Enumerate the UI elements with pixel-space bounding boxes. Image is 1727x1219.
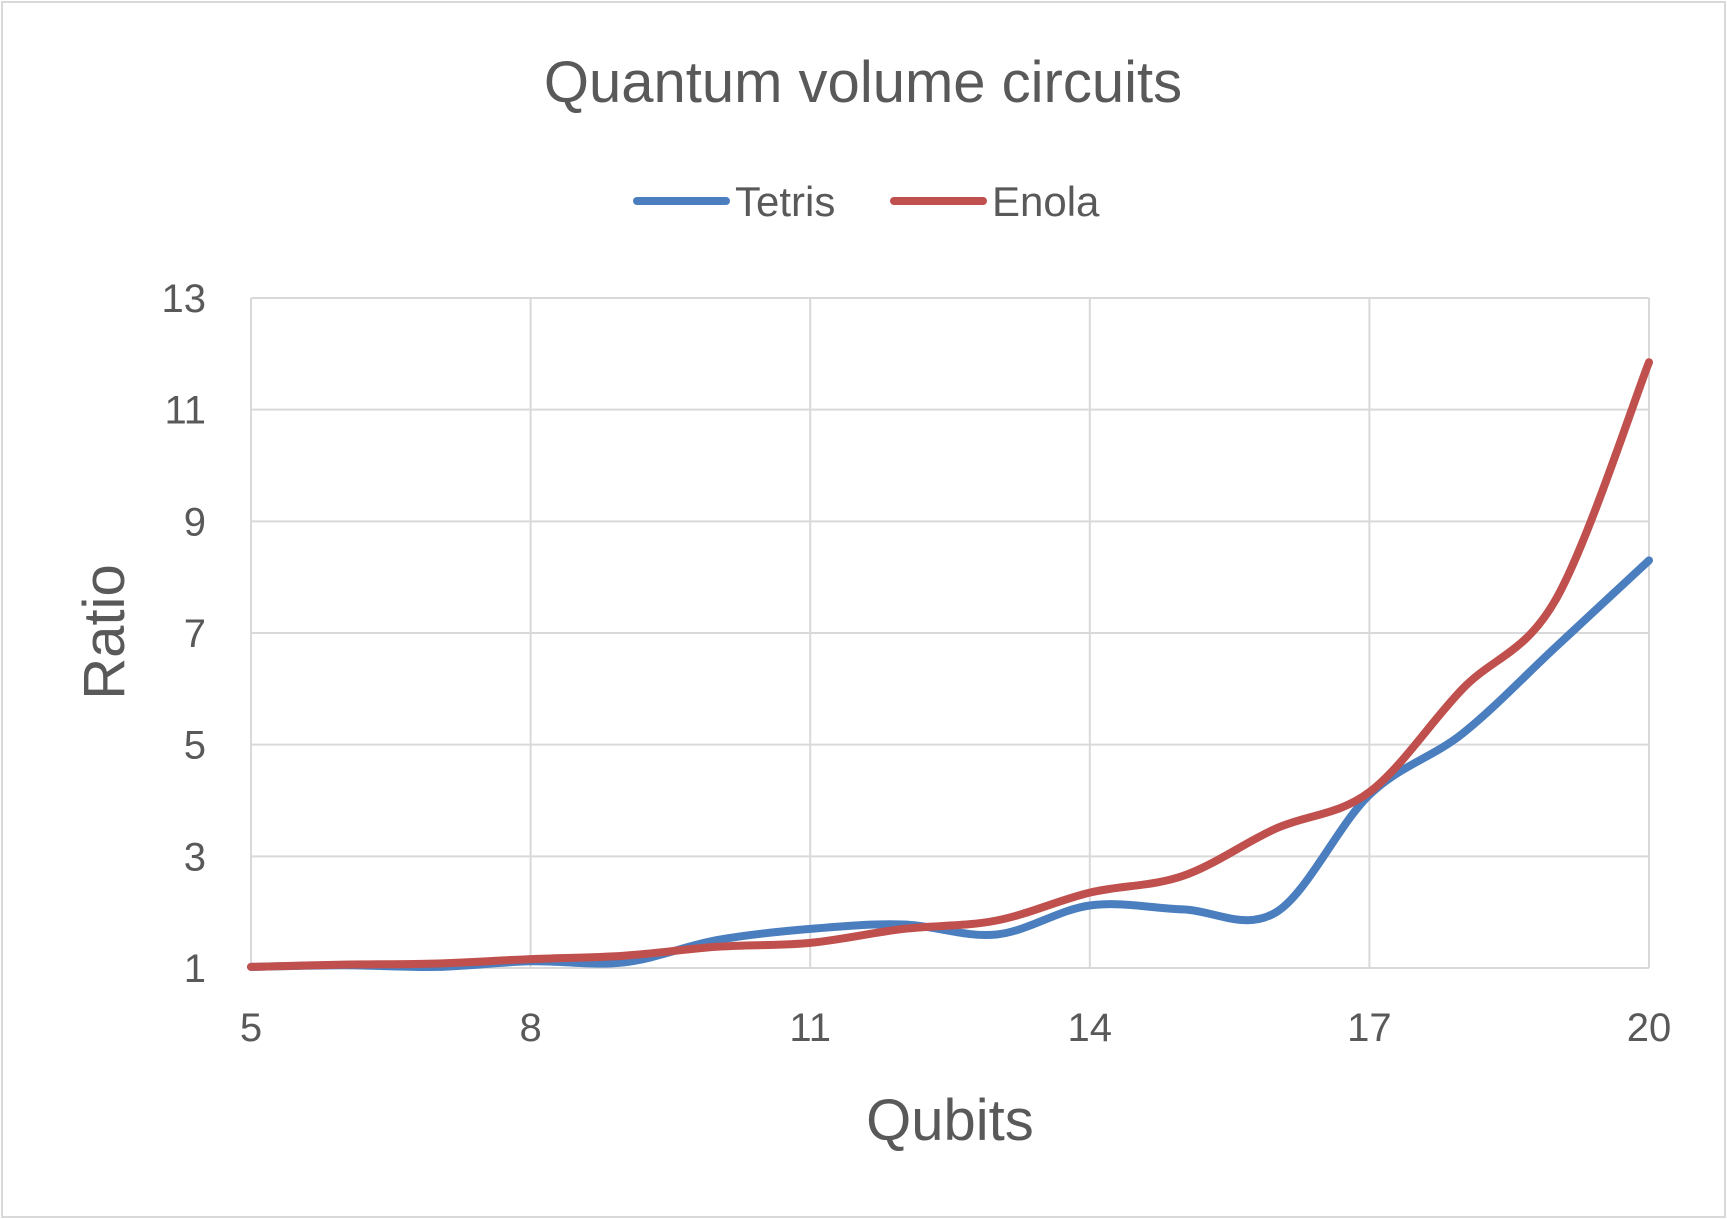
y-tick-label: 7 — [184, 612, 206, 656]
chart-title: Quantum volume circuits — [544, 50, 1182, 115]
legend-label-tetris: Tetris — [735, 178, 835, 225]
x-tick-label: 20 — [1627, 1006, 1672, 1050]
series-line-enola — [247, 358, 1653, 971]
legend-label-enola: Enola — [992, 178, 1100, 225]
y-axis-label: Ratio — [72, 564, 137, 699]
x-tick-label: 5 — [240, 1006, 262, 1050]
y-tick-label: 3 — [184, 835, 206, 879]
y-tick-label: 11 — [164, 389, 206, 433]
y-tick-label: 13 — [162, 277, 207, 321]
series-lines — [247, 358, 1653, 971]
x-tick-label: 14 — [1068, 1006, 1113, 1050]
y-tick-label: 5 — [184, 724, 206, 768]
x-axis-label: Qubits — [866, 1088, 1034, 1153]
y-tick-label: 9 — [184, 500, 206, 544]
legend: Tetris Enola — [633, 178, 1100, 225]
x-tick-label: 8 — [519, 1006, 541, 1050]
y-tick-label: 1 — [184, 947, 206, 991]
x-tick-label: 11 — [789, 1006, 831, 1050]
x-tick-label: 17 — [1347, 1006, 1392, 1050]
